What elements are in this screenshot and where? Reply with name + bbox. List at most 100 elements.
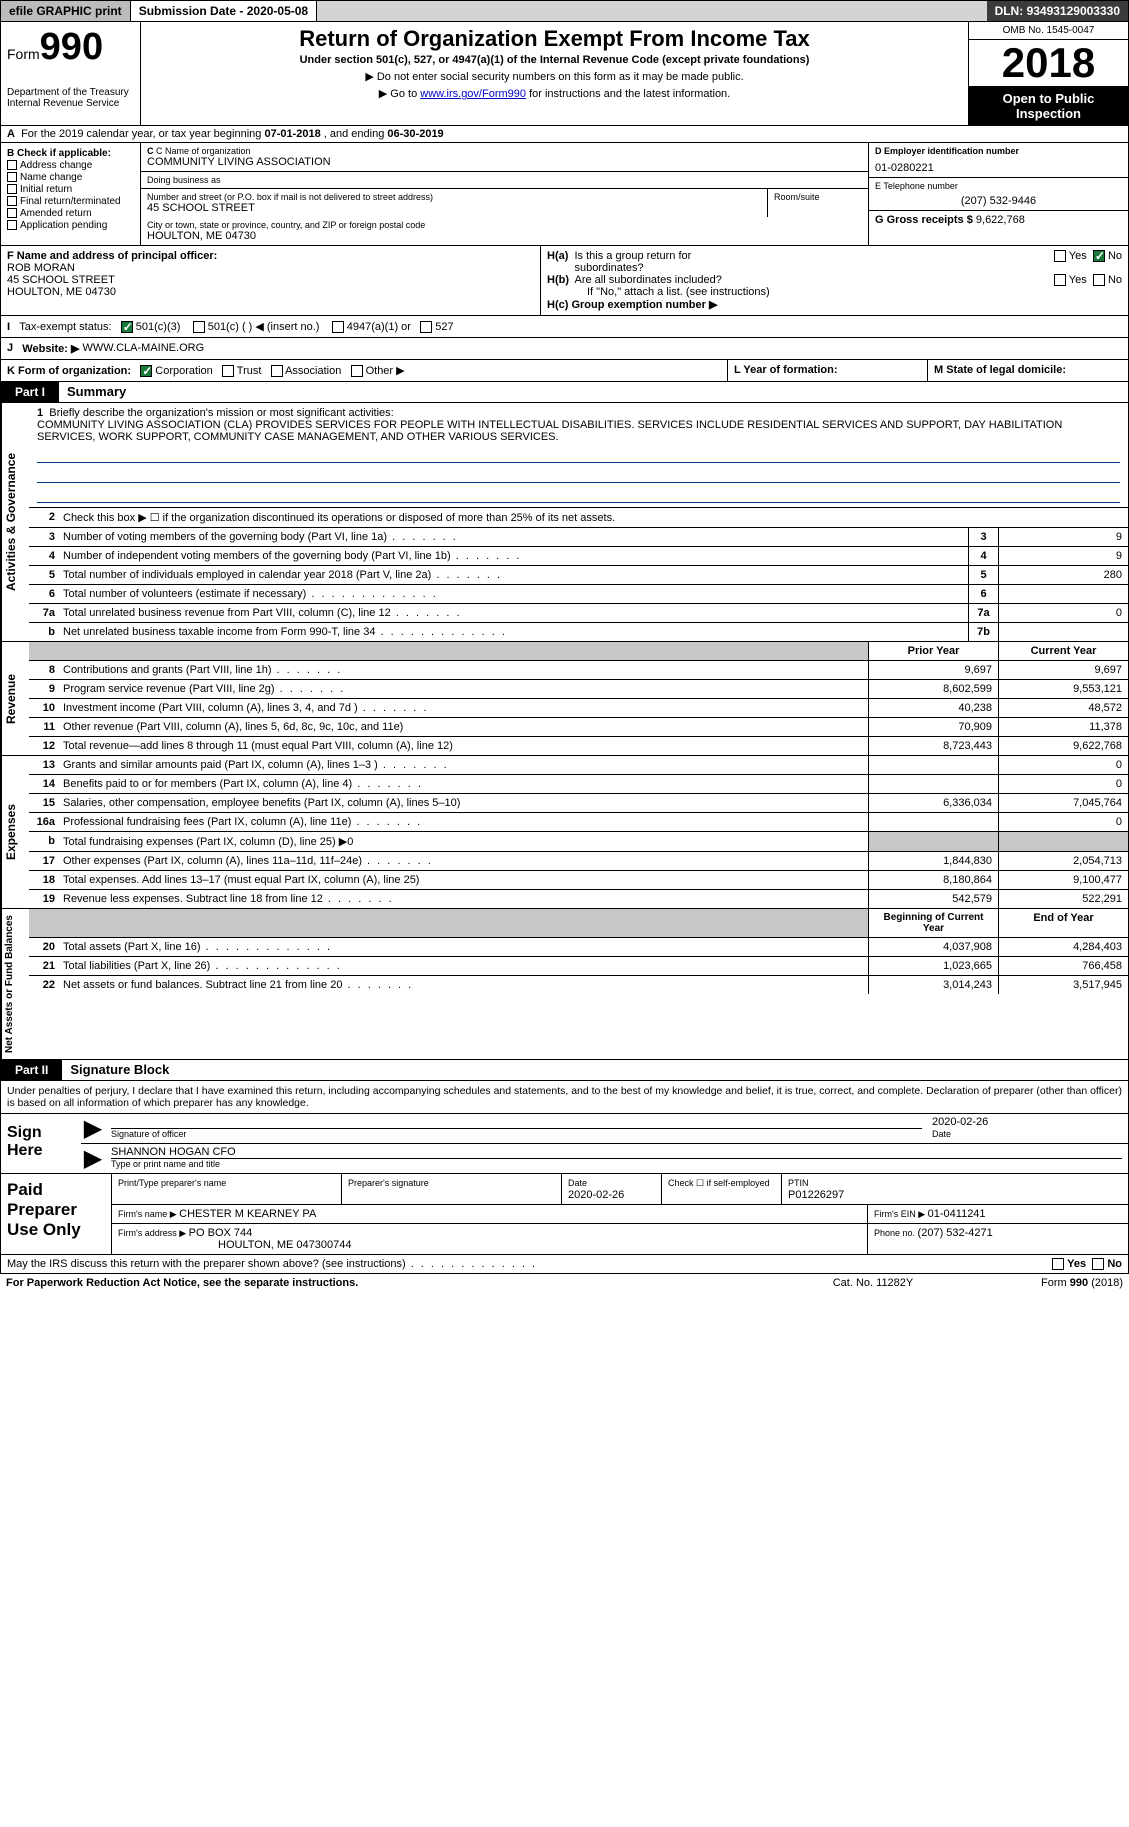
chk-501c3[interactable] <box>121 321 133 333</box>
org-name-cell: C C Name of organization COMMUNITY LIVIN… <box>141 143 868 172</box>
row-a-taxyear: A For the 2019 calendar year, or tax yea… <box>0 126 1129 143</box>
vtab-expenses: Expenses <box>1 756 29 908</box>
col-b-checkboxes: B Check if applicable: Address change Na… <box>1 143 141 245</box>
row-15: 15Salaries, other compensation, employee… <box>29 794 1128 813</box>
perjury-declaration: Under penalties of perjury, I declare th… <box>0 1081 1129 1114</box>
firm-name: Firm's name ▶ CHESTER M KEARNEY PA <box>112 1205 868 1223</box>
arrow-icon: ▶ <box>81 1144 105 1173</box>
chk-final-return[interactable] <box>7 196 17 206</box>
row-7b: bNet unrelated business taxable income f… <box>29 623 1128 641</box>
page-footer: For Paperwork Reduction Act Notice, see … <box>0 1274 1129 1292</box>
chk-other[interactable] <box>351 365 363 377</box>
vtab-governance: Activities & Governance <box>1 403 29 641</box>
form-subtitle: Under section 501(c), 527, or 4947(a)(1)… <box>147 54 962 66</box>
h-b: H(b) Are all subordinates included? Yes … <box>547 274 1122 286</box>
row-16b: bTotal fundraising expenses (Part IX, co… <box>29 832 1128 852</box>
room-cell: Room/suite <box>768 189 868 217</box>
row-21: 21Total liabilities (Part X, line 26)1,0… <box>29 957 1128 976</box>
irs-no[interactable] <box>1092 1258 1104 1270</box>
row-10: 10Investment income (Part VIII, column (… <box>29 699 1128 718</box>
row-2: 2Check this box ▶ ☐ if the organization … <box>29 508 1128 528</box>
row-4: 4Number of independent voting members of… <box>29 547 1128 566</box>
row-17: 17Other expenses (Part IX, column (A), l… <box>29 852 1128 871</box>
row-18: 18Total expenses. Add lines 13–17 (must … <box>29 871 1128 890</box>
chk-527[interactable] <box>420 321 432 333</box>
ein-cell: D Employer identification number 01-0280… <box>869 143 1128 178</box>
chk-association[interactable] <box>271 365 283 377</box>
prep-sig: Preparer's signature <box>342 1174 562 1204</box>
irs-yes[interactable] <box>1052 1258 1064 1270</box>
sign-date: 2020-02-26 <box>922 1116 1122 1129</box>
vtab-revenue: Revenue <box>1 642 29 755</box>
row-7a: 7aTotal unrelated business revenue from … <box>29 604 1128 623</box>
row-22: 22Net assets or fund balances. Subtract … <box>29 976 1128 994</box>
identity-grid: B Check if applicable: Address change Na… <box>0 143 1129 246</box>
open-to-public: Open to PublicInspection <box>969 87 1128 125</box>
row-8: 8Contributions and grants (Part VIII, li… <box>29 661 1128 680</box>
paid-preparer-label: PaidPreparerUse Only <box>1 1174 111 1254</box>
chk-corporation[interactable] <box>140 365 152 377</box>
chk-trust[interactable] <box>222 365 234 377</box>
row-20: 20Total assets (Part X, line 16)4,037,90… <box>29 938 1128 957</box>
mission-block: 1 Briefly describe the organization's mi… <box>29 403 1128 508</box>
dept-treasury: Department of the TreasuryInternal Reven… <box>7 87 134 109</box>
row-6: 6Total number of volunteers (estimate if… <box>29 585 1128 604</box>
row-j-website: J Website: ▶ WWW.CLA-MAINE.ORG <box>0 338 1129 360</box>
firm-ein: Firm's EIN ▶ 01-0411241 <box>868 1205 1128 1223</box>
note-goto: ▶ Go to www.irs.gov/Form990 for instruct… <box>147 87 962 100</box>
irs-link[interactable]: www.irs.gov/Form990 <box>420 88 526 100</box>
tax-year: 2018 <box>969 40 1128 87</box>
section-governance: Activities & Governance 1 Briefly descri… <box>0 403 1129 642</box>
chk-application-pending[interactable] <box>7 220 17 230</box>
hb-yes[interactable] <box>1054 274 1066 286</box>
section-net-assets: Net Assets or Fund Balances Beginning of… <box>0 909 1129 1060</box>
arrow-icon: ▶ <box>81 1114 105 1143</box>
chk-name-change[interactable] <box>7 172 17 182</box>
row-16a: 16aProfessional fundraising fees (Part I… <box>29 813 1128 832</box>
irs-discuss-row: May the IRS discuss this return with the… <box>0 1255 1129 1274</box>
chk-initial-return[interactable] <box>7 184 17 194</box>
prep-selfemployed: Check ☐ if self-employed <box>662 1174 782 1204</box>
efile-print-button[interactable]: efile GRAPHIC print <box>1 1 131 21</box>
h-a: H(a) Is this a group return for Yes No s… <box>547 250 1122 274</box>
h-note: If "No," attach a list. (see instruction… <box>547 286 1122 298</box>
vtab-net-assets: Net Assets or Fund Balances <box>1 909 29 1059</box>
submission-date: Submission Date - 2020-05-08 <box>131 1 317 21</box>
firm-address: Firm's address ▶ PO BOX 744 HOULTON, ME … <box>112 1224 868 1254</box>
paid-preparer-block: PaidPreparerUse Only Print/Type preparer… <box>0 1174 1129 1255</box>
row-9: 9Program service revenue (Part VIII, lin… <box>29 680 1128 699</box>
hb-no[interactable] <box>1093 274 1105 286</box>
officer-name: SHANNON HOGAN CFO <box>111 1146 1122 1159</box>
dln: DLN: 93493129003330 <box>987 1 1128 21</box>
row-13: 13Grants and similar amounts paid (Part … <box>29 756 1128 775</box>
state-of-domicile: M State of legal domicile: <box>928 360 1128 381</box>
ha-no[interactable] <box>1093 250 1105 262</box>
top-bar: efile GRAPHIC print Submission Date - 20… <box>0 0 1129 22</box>
note-ssn: ▶ Do not enter social security numbers o… <box>147 70 962 83</box>
section-revenue: Revenue Prior YearCurrent Year 8Contribu… <box>0 642 1129 756</box>
city-cell: City or town, state or province, country… <box>141 217 868 245</box>
row-5: 5Total number of individuals employed in… <box>29 566 1128 585</box>
row-3: 3Number of voting members of the governi… <box>29 528 1128 547</box>
row-11: 11Other revenue (Part VIII, column (A), … <box>29 718 1128 737</box>
prep-date: Date2020-02-26 <box>562 1174 662 1204</box>
sign-here-block: SignHere ▶ 2020-02-26 Signature of offic… <box>0 1114 1129 1174</box>
chk-address-change[interactable] <box>7 160 17 170</box>
principal-officer: F Name and address of principal officer:… <box>1 246 541 315</box>
gross-receipts-cell: G Gross receipts $ 9,622,768 <box>869 211 1128 229</box>
chk-amended[interactable] <box>7 208 17 218</box>
form-header: Form990 Department of the TreasuryIntern… <box>0 22 1129 126</box>
section-expenses: Expenses 13Grants and similar amounts pa… <box>0 756 1129 909</box>
chk-501c[interactable] <box>193 321 205 333</box>
ha-yes[interactable] <box>1054 250 1066 262</box>
prep-ptin: PTINP01226297 <box>782 1174 1128 1204</box>
year-of-formation: L Year of formation: <box>728 360 928 381</box>
chk-4947[interactable] <box>332 321 344 333</box>
omb-number: OMB No. 1545-0047 <box>969 22 1128 40</box>
row-14: 14Benefits paid to or for members (Part … <box>29 775 1128 794</box>
phone-cell: E Telephone number (207) 532-9446 <box>869 178 1128 211</box>
form-title: Return of Organization Exempt From Incom… <box>147 26 962 52</box>
sign-here-label: SignHere <box>1 1114 81 1173</box>
dba-cell: Doing business as <box>141 172 868 189</box>
row-bceoy-header: Beginning of Current YearEnd of Year <box>29 909 1128 938</box>
